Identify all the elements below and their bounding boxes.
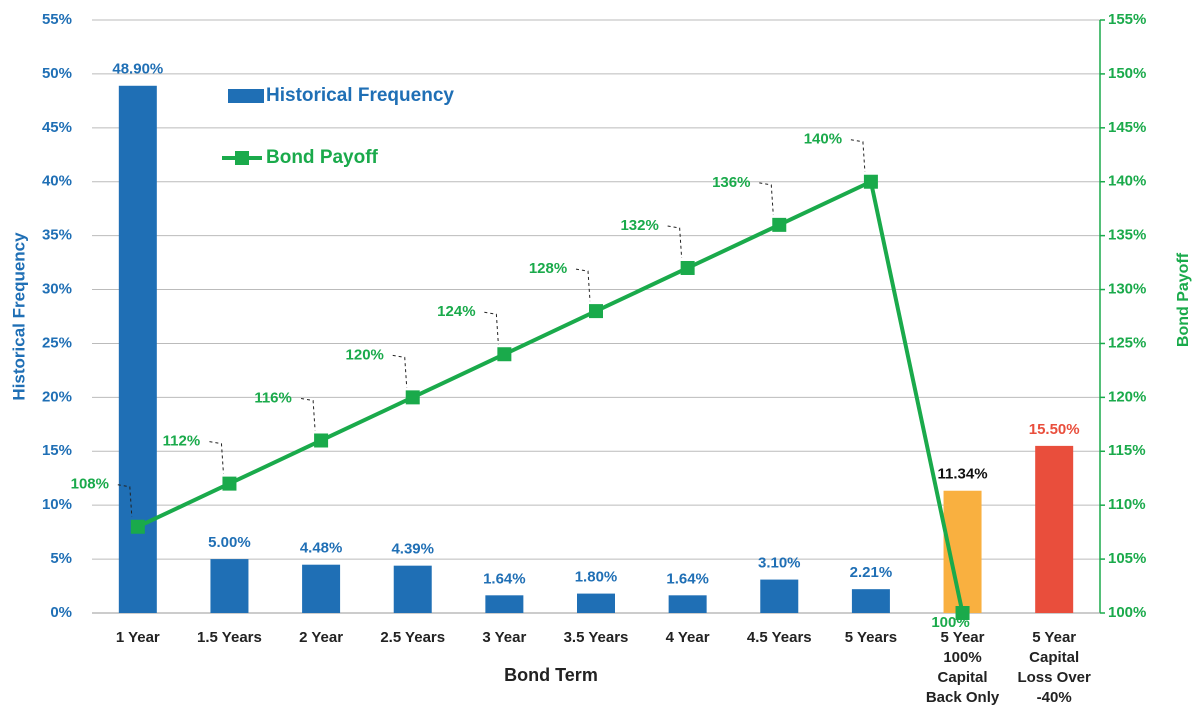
line-value-label: 116% — [254, 389, 292, 406]
y-tick-label: 5% — [50, 550, 72, 567]
line-value-label: 124% — [437, 303, 475, 320]
x-tick-label: 2 Year — [299, 629, 344, 646]
y-tick-label: 40% — [42, 173, 72, 190]
y-tick-label: 25% — [42, 334, 72, 351]
line — [136, 178, 965, 614]
y-axis-title: Historical Frequency — [9, 232, 28, 401]
y2-tick-label: 100% — [1108, 604, 1146, 621]
legend-marker — [235, 151, 249, 165]
x-tick-label: 5 Years — [844, 629, 898, 646]
y-tick-label: 0% — [50, 604, 72, 621]
leader-line — [850, 139, 866, 172]
line-value-label: 120% — [346, 346, 384, 363]
leader-line — [209, 441, 224, 474]
x-tick-label: 3.5 Years — [563, 629, 629, 646]
legend-swatch — [228, 89, 264, 103]
bar-value-label: 48.90% — [112, 61, 163, 78]
bar — [302, 564, 341, 613]
bar — [760, 579, 799, 613]
bar-value-label: 1.80% — [575, 569, 618, 586]
line-marker — [863, 174, 878, 189]
leader-line — [301, 397, 316, 431]
bar-value-label: 3.10% — [758, 555, 801, 572]
bar — [210, 559, 249, 613]
y-tick-label: 20% — [42, 388, 72, 405]
x-tick-label: 4 Year — [665, 629, 710, 646]
line-marker — [130, 519, 145, 534]
y2-axis-title: Bond Payoff — [1175, 252, 1192, 347]
bar — [485, 595, 524, 613]
y2-tick-label: 155% — [1108, 11, 1146, 28]
bar-value-label: 4.48% — [300, 540, 343, 557]
y2-tick-label: 115% — [1108, 442, 1146, 459]
y-tick-label: 50% — [42, 65, 72, 82]
line-value-label: 132% — [620, 217, 658, 234]
bar-value-label: 4.39% — [391, 541, 434, 558]
y2-tick-label: 120% — [1108, 388, 1146, 405]
y-tick-label: 45% — [42, 119, 72, 136]
y2-tick-label: 140% — [1108, 173, 1146, 190]
bar — [118, 85, 157, 613]
y-tick-label: 15% — [42, 442, 72, 459]
leader-line — [392, 354, 408, 388]
line-marker — [680, 260, 695, 275]
line-marker — [589, 304, 603, 319]
leader-line — [117, 484, 133, 517]
x-tick-label: 2.5 Years — [380, 629, 446, 646]
leader-line — [759, 182, 774, 215]
y-tick-label: 30% — [42, 281, 72, 298]
line-value-label: 136% — [712, 174, 750, 191]
line-value-label: 140% — [804, 131, 842, 148]
y2-tick-label: 125% — [1108, 334, 1146, 351]
line-marker — [497, 347, 512, 362]
bar-value-label: 5.00% — [208, 534, 251, 551]
leader-line — [667, 225, 683, 259]
bar-value-label: 2.21% — [850, 564, 893, 581]
bar — [393, 565, 432, 613]
y2-tick-label: 105% — [1108, 550, 1146, 567]
y2-tick-label: 145% — [1108, 119, 1146, 136]
leader-line — [575, 268, 591, 302]
line-value-label: 108% — [71, 476, 109, 493]
bar — [851, 589, 890, 613]
x-axis-title: Bond Term — [504, 665, 598, 685]
leader-line — [484, 311, 499, 345]
line-value-label: 128% — [529, 260, 567, 277]
y2-tick-label: 135% — [1108, 227, 1146, 244]
y-tick-label: 55% — [42, 11, 72, 28]
bar-value-label: 1.64% — [483, 570, 526, 587]
x-tick-label: 5 Year 100% Capital Back Only — [925, 629, 1000, 706]
x-tick-label: 5 Year Capital Loss Over -40% — [1017, 629, 1091, 706]
bar — [668, 595, 707, 613]
y2-tick-label: 130% — [1108, 281, 1146, 298]
y2-tick-label: 150% — [1108, 65, 1146, 82]
line-marker — [955, 606, 970, 620]
line-value-label: 100% — [931, 614, 969, 631]
x-tick-label: 1 Year — [115, 629, 160, 646]
line-marker — [772, 217, 787, 232]
x-tick-label: 1.5 Years — [197, 629, 262, 646]
bar-value-label: 1.64% — [666, 570, 709, 587]
line-value-label: 112% — [163, 433, 201, 450]
x-tick-label: 3 Year — [482, 629, 527, 646]
legend-label: Bond Payoff — [266, 147, 379, 168]
y-tick-label: 35% — [42, 227, 72, 244]
bar-value-label: 11.34% — [938, 466, 988, 483]
y2-tick-label: 110% — [1108, 496, 1146, 513]
legend-label: Historical Frequency — [266, 85, 454, 106]
y-tick-label: 10% — [42, 496, 72, 513]
bar — [577, 593, 615, 613]
bar-value-label: 15.50% — [1029, 421, 1080, 438]
line-marker — [405, 390, 420, 405]
x-tick-label: 4.5 Years — [746, 629, 812, 646]
bar — [1035, 445, 1074, 613]
line-marker — [314, 433, 329, 448]
line-marker — [222, 476, 237, 491]
